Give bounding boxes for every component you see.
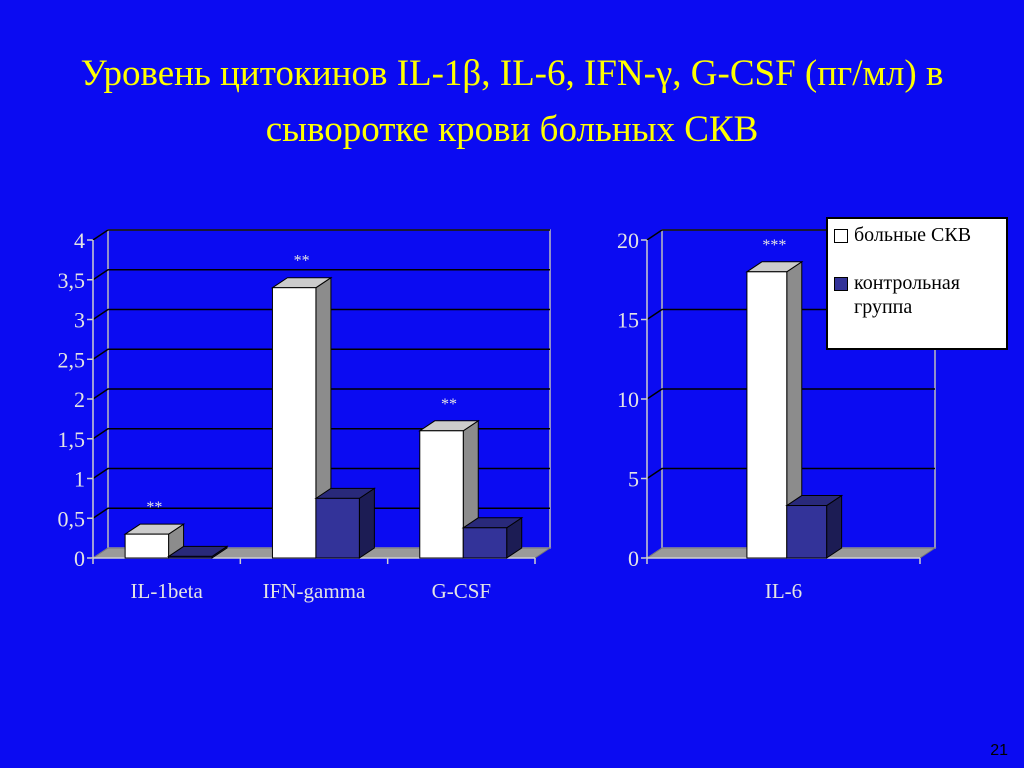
- y-tick-label: 2,5: [58, 347, 86, 372]
- x-tick-label: G-CSF: [432, 579, 492, 603]
- bar: [124, 533, 170, 559]
- annotation: **: [146, 499, 162, 516]
- grid-line: [92, 428, 550, 440]
- y-tick-label: 0: [74, 546, 85, 571]
- y-tick-label: 1,5: [58, 427, 86, 452]
- bar: [315, 497, 360, 559]
- slide-title: Уровень цитокинов IL-1β, IL-6, IFN-γ, G-…: [80, 53, 944, 150]
- legend-label: больные СКВ: [854, 224, 972, 246]
- y-tick-label: 0,5: [58, 506, 86, 531]
- x-tick-label: IL-6: [765, 579, 802, 603]
- annotation: **: [294, 253, 310, 270]
- y-tick-label: 20: [617, 228, 639, 253]
- grid-line: [92, 348, 550, 360]
- y-tick-label: 3,5: [58, 268, 86, 293]
- legend-swatch: [834, 229, 848, 243]
- grid-line: [92, 229, 550, 241]
- legend-label: контрольная группа: [854, 272, 961, 318]
- bar: [419, 430, 464, 559]
- y-tick-label: 5: [628, 467, 639, 492]
- bar: [746, 271, 788, 559]
- grid-line: [92, 467, 550, 480]
- y-tick-label: 2: [74, 387, 85, 412]
- x-tick-label: IFN-gamma: [263, 579, 366, 603]
- annotation: ***: [762, 237, 786, 254]
- bar: [271, 287, 317, 559]
- annotation: **: [441, 396, 457, 413]
- y-tick-label: 1: [74, 467, 85, 492]
- bar-side: [826, 494, 843, 559]
- grid-line: [92, 269, 550, 281]
- grid-line: [646, 388, 935, 400]
- legend-swatch: [834, 277, 848, 291]
- y-tick-label: 0: [628, 546, 639, 571]
- bar: [168, 555, 213, 559]
- page-number: 21: [990, 742, 1008, 759]
- bar: [462, 527, 508, 559]
- grid-line: [646, 467, 935, 480]
- legend-item: контрольная группа: [834, 271, 1004, 319]
- legend-item: больные СКВ: [834, 223, 1004, 247]
- grid-line: [92, 308, 550, 321]
- y-tick-label: 4: [74, 228, 85, 253]
- y-tick-label: 15: [617, 308, 639, 333]
- legend: больные СКВ контрольная группа: [826, 217, 1008, 350]
- grid-line: [92, 388, 550, 400]
- y-tick-label: 3: [74, 308, 85, 333]
- grid-line: [92, 507, 550, 519]
- bar-side: [358, 487, 375, 559]
- x-tick-label: IL-1beta: [131, 579, 204, 603]
- y-tick-label: 10: [617, 387, 639, 412]
- bar: [786, 505, 828, 559]
